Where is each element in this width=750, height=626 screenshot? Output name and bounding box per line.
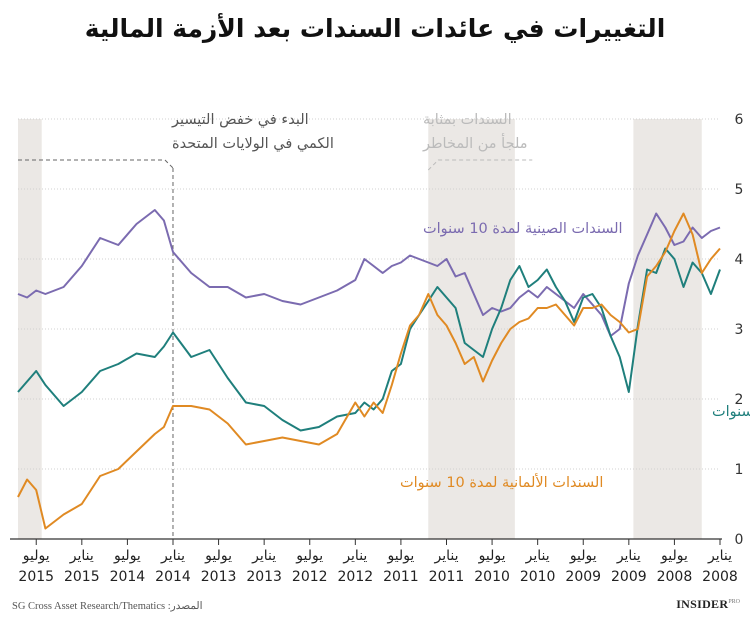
series-labels: السندات الصينية لمدة 10 سنوات السندات الأ… (400, 221, 750, 491)
x-tick-year: 2012 (292, 569, 328, 585)
series-label-germany: السندات الألمانية لمدة 10 سنوات (400, 473, 603, 491)
y-tick-label: 5 (735, 182, 744, 198)
x-tick-year: 2014 (155, 569, 191, 585)
x-tick-year: 2008 (702, 569, 738, 585)
series-line-china (17, 209, 721, 337)
annotation-safe-haven: السندات بمثابة (423, 112, 512, 128)
y-tick-label: 2 (735, 392, 744, 408)
annotation-taper: البدء في خفض التيسير (171, 112, 309, 128)
series-line-us (17, 247, 721, 432)
y-tick-label: 1 (735, 462, 744, 478)
logo-pro: PRO (728, 599, 740, 605)
x-tick-year: 2011 (383, 569, 419, 585)
x-tick-year: 2015 (64, 569, 100, 585)
x-tick-month: يناير (251, 548, 276, 564)
x-tick-year: 2010 (520, 569, 556, 585)
logo-text: INSIDER (676, 597, 729, 611)
annotations: البدء في خفض التيسير الكمي في الولايات ال… (18, 112, 533, 539)
x-tick-year: 2014 (110, 569, 146, 585)
x-tick-month: يناير (525, 548, 550, 564)
x-tick-month: يناير (69, 548, 94, 564)
taper-leader (18, 159, 174, 169)
series-label-china: السندات الصينية لمدة 10 سنوات (423, 221, 623, 237)
x-tick-month: يوليو (113, 548, 141, 564)
chart-title: التغييرات في عائدات السندات بعد الأزمة ا… (84, 14, 666, 43)
y-tick-label: 6 (735, 112, 744, 128)
x-tick-year: 2010 (474, 569, 510, 585)
source-credit: SG Cross Asset Research/Thematics :المصد… (12, 601, 203, 612)
annotation-safe-haven: ملجأ من المخاطر (422, 133, 528, 152)
x-tick-year: 2011 (429, 569, 465, 585)
x-tick-month: يناير (160, 548, 185, 564)
annotation-taper: الكمي في الولايات المتحدة (172, 136, 334, 152)
x-tick-month: يناير (433, 548, 458, 564)
x-tick-month: يوليو (660, 548, 688, 564)
x-tick-year: 2013 (201, 569, 237, 585)
x-tick-year: 2009 (565, 569, 601, 585)
x-tick-year: 2008 (657, 569, 693, 585)
y-tick-label: 3 (735, 322, 744, 338)
publisher-logo: INSIDERPRO (676, 597, 740, 612)
safe-haven-leader (427, 159, 533, 171)
shaded-period (633, 119, 702, 539)
x-tick-year: 2015 (18, 569, 54, 585)
series-label-us: السندات الأمريكية لمدة 10 سنوات (712, 402, 750, 420)
x-axis: يوليو 2015 يناير 2015 يوليو 2014 يناير 2014 يولي… (10, 538, 738, 585)
y-tick-label: 0 (735, 532, 744, 548)
x-tick-month: يوليو (478, 548, 506, 564)
x-tick-month: يوليو (386, 548, 414, 564)
y-tick-label: 4 (735, 252, 744, 268)
x-tick-month: يوليو (569, 548, 597, 564)
series-line-germany (17, 212, 721, 530)
x-tick-month: يوليو (22, 548, 50, 564)
shaded-period (18, 119, 42, 539)
series-lines (17, 209, 721, 530)
x-tick-month: يناير (616, 548, 641, 564)
x-tick-year: 2012 (338, 569, 374, 585)
x-tick-year: 2013 (246, 569, 282, 585)
x-tick-month: يوليو (204, 548, 232, 564)
x-tick-month: يوليو (295, 548, 323, 564)
x-tick-month: يناير (342, 548, 367, 564)
x-tick-year: 2009 (611, 569, 647, 585)
x-tick-month: يناير (707, 548, 732, 564)
